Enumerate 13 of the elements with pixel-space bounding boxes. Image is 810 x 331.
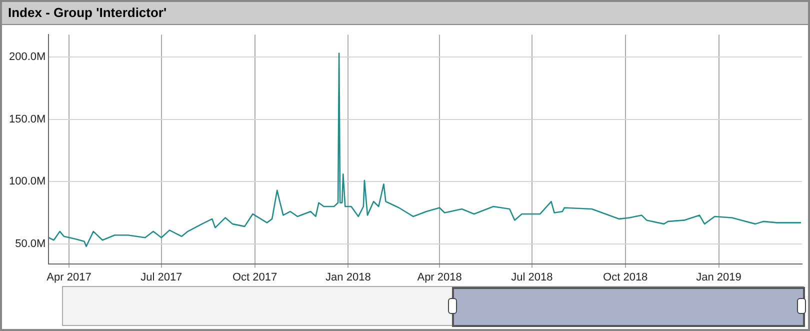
x-tick-label: Apr 2017 <box>46 271 92 284</box>
x-tick-label: Oct 2018 <box>603 271 648 284</box>
y-tick-label: 50.0M <box>15 238 46 250</box>
y-tick-label: 150.0M <box>8 113 46 126</box>
x-tick-label: Jan 2019 <box>696 271 742 284</box>
x-tick-label: Jan 2018 <box>326 271 371 284</box>
x-tick-label: Jul 2017 <box>140 271 182 284</box>
y-tick-label: 100.0M <box>8 176 46 188</box>
chart-title: Index - Group 'Interdictor' <box>2 2 808 25</box>
x-tick-label: Oct 2017 <box>232 271 278 284</box>
x-tick-label: Apr 2018 <box>417 271 462 284</box>
y-tick-label: 200.0M <box>8 51 46 64</box>
x-tick-label: Jul 2018 <box>511 271 553 284</box>
